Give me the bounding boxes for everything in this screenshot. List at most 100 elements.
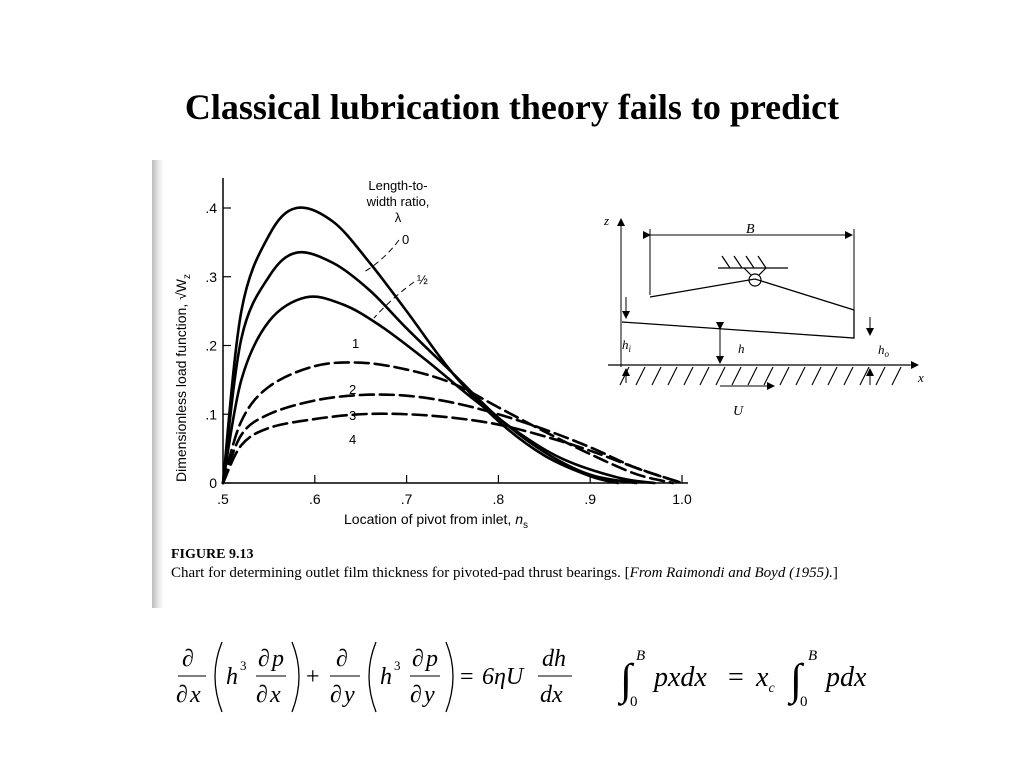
moment-equation: ∫ B 0 pxdx = xc ∫ B 0 pdx (618, 648, 867, 710)
eq2-lower-1: 0 (630, 694, 638, 710)
hatch-line (635, 366, 646, 386)
eq2-equals: = (728, 662, 744, 693)
legend-title-line-2: width ratio, (366, 194, 430, 209)
eq1-dh: dh (542, 646, 566, 672)
load-function-chart: .5 .6 .7 .8 .9 1.0 0 .1 .2 .3 .4 Dimensionless loa… (173, 178, 692, 531)
hatch-line (619, 366, 630, 386)
legend-title-line-1: Length-to- (368, 178, 427, 193)
hatch-line (763, 366, 774, 386)
hatch-line (811, 366, 822, 386)
x-axis-label: Location of pivot from inlet, ns (344, 511, 528, 531)
eq1-dx-bottom-d: ∂ (176, 682, 188, 708)
eq1-paren-close-1 (291, 641, 300, 713)
eq1-dx-x-2: x (269, 682, 281, 708)
hatch-line (795, 366, 806, 386)
series-line-5 (221, 412, 684, 485)
scanned-figure (152, 160, 712, 608)
caption-text: Chart for determining outlet film thickn… (171, 565, 630, 581)
eq1-dp-d-1: ∂ (258, 646, 270, 672)
eq2-upper-1: B (636, 648, 645, 664)
eq1-h-2: h (380, 664, 392, 690)
x-tick-label: .9 (584, 491, 596, 507)
eq1-dx: dx (540, 682, 563, 708)
eq1-dx-bottom-x: x (189, 682, 201, 708)
series-label-1: 1 (352, 336, 359, 351)
hatch-line (779, 366, 790, 386)
chart-curves (221, 206, 684, 485)
runner-hatching (619, 366, 902, 386)
series-label-3: 3 (349, 408, 356, 423)
series-label-0: 0 (402, 232, 409, 247)
hi-label: hi (622, 337, 632, 354)
eq1-h-1: h (226, 664, 238, 690)
reynolds-equation: ∂ ∂ x h 3 ∂ p ∂ x + ∂ ∂ y h 3 ∂ p ∂ y = … (176, 641, 572, 713)
eq1-dp-d-2: ∂ (412, 646, 424, 672)
eq1-dy-y-2: y (422, 682, 435, 708)
hatch-line (747, 366, 758, 386)
hatch-line (891, 366, 902, 386)
series-leaders (363, 239, 415, 319)
x-tick-label: .7 (401, 491, 413, 507)
leader-lambda-0 (363, 239, 400, 273)
y-tick-label: .1 (205, 406, 217, 422)
y-tick-label: 0 (209, 475, 217, 491)
eq2-xc: xc (755, 662, 775, 696)
eq2-lower-2: 0 (800, 694, 808, 710)
eq1-rhs: 6ηU (482, 664, 525, 690)
scan-page-edge (152, 160, 164, 608)
y-tick-label: .4 (205, 200, 217, 216)
hatch-line (731, 366, 742, 386)
eq1-d-top-2: ∂ (336, 646, 348, 672)
b-label: B (746, 222, 755, 237)
figure-caption: FIGURE 9.13 Chart for determining outlet… (171, 546, 861, 582)
series-label-2: 2 (349, 382, 356, 397)
x-tick-label: 1.0 (672, 491, 692, 507)
series-line-0 (221, 206, 620, 485)
eq1-dp-p-1: p (270, 646, 284, 672)
eq1-dx-d-2: ∂ (256, 682, 268, 708)
hatch-line (827, 366, 838, 386)
pivoted-pad-diagram: z B x hi h ho U (603, 213, 924, 419)
hatch-line (651, 366, 662, 386)
legend-title: Length-to- width ratio, λ (366, 178, 430, 225)
hatch-line (683, 366, 694, 386)
eq1-dy-y-1: y (342, 682, 355, 708)
pad-body (621, 278, 855, 339)
eq1-dy-d-2: ∂ (410, 682, 422, 708)
y-tick-label: .2 (205, 338, 217, 354)
caption-label: FIGURE 9.13 (171, 547, 254, 562)
ho-label: ho (878, 342, 890, 359)
x-tick-label: .6 (309, 491, 321, 507)
leader-lambda-half (373, 281, 415, 319)
legend-title-line-3: λ (395, 210, 402, 225)
eq1-paren-open-2 (368, 641, 377, 713)
x-tick-label: .5 (217, 491, 229, 507)
caption-source: From Raimondi and Boyd (1955). (629, 565, 833, 581)
eq1-paren-open-1 (214, 641, 223, 713)
hatch-line (859, 366, 870, 386)
series-line-3 (221, 361, 675, 485)
eq1-d-top: ∂ (182, 646, 194, 672)
eq1-dp-p-2: p (424, 646, 438, 672)
chart-ticks: .5 .6 .7 .8 .9 1.0 0 .1 .2 .3 .4 (205, 200, 692, 507)
series-line-1 (221, 250, 638, 485)
series-labels: 0 ½ 1 2 3 4 (349, 232, 428, 447)
slide-title: Classical lubrication theory fails to pr… (184, 87, 840, 127)
hatch-line (667, 366, 678, 386)
eq2-integral-1: ∫ (618, 655, 635, 706)
eq2-upper-2: B (808, 648, 817, 664)
eq2-rhs: pdx (824, 662, 867, 693)
series-label-half: ½ (417, 272, 428, 287)
eq1-equals: = (460, 664, 474, 690)
caption-close: ] (832, 565, 838, 581)
eq2-integral-2: ∫ (787, 655, 805, 706)
u-label: U (733, 404, 744, 419)
eq1-cube-1: 3 (240, 658, 247, 673)
series-line-2 (221, 295, 656, 485)
series-line-4 (221, 393, 684, 485)
chart-axes (222, 178, 688, 484)
eq1-dy-d-1: ∂ (330, 682, 342, 708)
x-axis-label: x (917, 370, 924, 385)
pivot-support (718, 255, 788, 287)
series-label-4: 4 (349, 432, 356, 447)
